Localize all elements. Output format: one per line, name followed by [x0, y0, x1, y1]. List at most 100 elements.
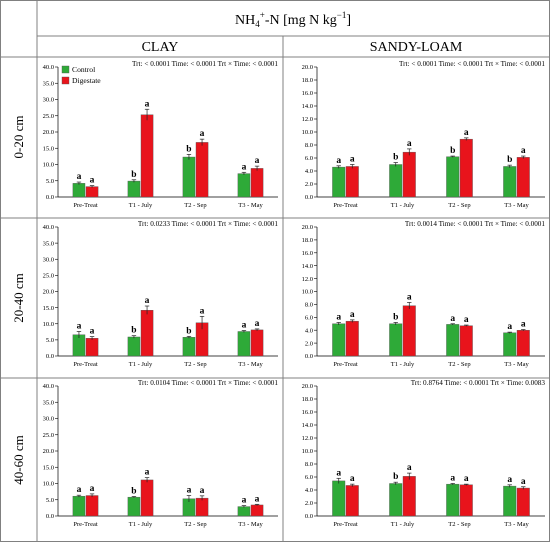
y-tick-label: 14.0: [302, 422, 313, 429]
significance-letter: a: [242, 496, 247, 506]
category-label: T2 - Sep: [184, 202, 206, 209]
significance-letter: b: [393, 312, 398, 322]
significance-letter: a: [90, 176, 95, 186]
y-tick-label: 35.0: [43, 399, 54, 406]
significance-letter: a: [255, 319, 260, 329]
chart-panel-sandy-40-60: 0.0 2.0 4.0 6.0 8.0 10.0 12.0 14.0 16.0 18.0 20.0 T…: [302, 379, 546, 528]
significance-letter: a: [145, 468, 150, 478]
bar-digestate: [459, 325, 473, 357]
category-label: Pre-Treat: [73, 202, 98, 209]
bar-control: [389, 164, 403, 198]
y-tick-label: 30.0: [43, 416, 54, 423]
bar-digestate: [516, 487, 530, 517]
bar-control: [503, 485, 517, 517]
bar-control: [446, 156, 460, 198]
y-tick-label: 8.0: [305, 142, 313, 149]
y-tick-label: 15.0: [43, 305, 54, 312]
category-label: Pre-Treat: [73, 361, 98, 368]
legend-label-digestate: Digestate: [72, 76, 101, 85]
y-tick-label: 15.0: [43, 464, 54, 471]
y-tick-label: 12.0: [302, 116, 313, 123]
chart-panel-sandy-0-20: 0.0 2.0 4.0 6.0 8.0 10.0 12.0 14.0 16.0 18.0 20.0 T…: [302, 60, 546, 209]
bar-control: [72, 495, 86, 517]
y-tick-label: 6.0: [305, 315, 313, 322]
bar-control: [237, 506, 251, 517]
y-tick-label: 30.0: [43, 256, 54, 263]
y-tick-label: 20.0: [302, 383, 313, 390]
category-label: Pre-Treat: [333, 361, 358, 368]
y-tick-label: 18.0: [302, 396, 313, 403]
stats-text: Trt: < 0.0001 Time: < 0.0001 Trt × Time:…: [399, 60, 545, 68]
y-tick-label: 4.0: [305, 168, 313, 175]
category-label: T2 - Sep: [184, 361, 206, 368]
y-tick-label: 10.0: [43, 481, 54, 488]
y-tick-label: 4.0: [305, 487, 313, 494]
significance-letter: a: [200, 486, 205, 496]
y-tick-label: 5.0: [46, 497, 54, 504]
bar-digestate: [402, 151, 416, 198]
chart-panel-clay-20-40: 0.0 5.0 10.0 15.0 20.0 25.0 30.0 35.0 40.0 Trt: 0…: [43, 220, 279, 368]
y-tick-label: 10.0: [302, 448, 313, 455]
significance-letter: a: [521, 320, 526, 330]
y-tick-label: 20.0: [43, 129, 54, 136]
y-tick-label: 35.0: [43, 80, 54, 87]
bar-digestate: [250, 168, 264, 198]
significance-letter: a: [464, 474, 469, 484]
bar-control: [389, 483, 403, 517]
significance-letter: a: [407, 463, 412, 473]
bar-control: [389, 323, 403, 357]
y-tick-label: 2.0: [305, 340, 313, 347]
significance-letter: b: [186, 326, 191, 336]
stats-text: Trt: 0.0104 Time: < 0.0001 Trt × Time: <…: [138, 379, 279, 387]
bar-control: [237, 173, 251, 198]
bar-digestate: [402, 305, 416, 357]
bar-digestate: [459, 484, 473, 517]
significance-letter: a: [77, 321, 82, 331]
category-label: T1 - July: [391, 521, 415, 528]
bar-digestate: [516, 330, 530, 357]
significance-letter: b: [393, 472, 398, 482]
y-tick-label: 0.0: [305, 353, 313, 360]
bar-digestate: [140, 114, 154, 198]
significance-letter: a: [407, 139, 412, 149]
row-header-40-60: 40-60 cm: [11, 435, 26, 484]
y-tick-label: 30.0: [43, 97, 54, 104]
significance-letter: b: [131, 170, 136, 180]
significance-letter: a: [90, 484, 95, 494]
y-tick-label: 6.0: [305, 474, 313, 481]
y-tick-label: 10.0: [302, 289, 313, 296]
bar-digestate: [516, 157, 530, 198]
significance-letter: a: [145, 296, 150, 306]
significance-letter: a: [242, 321, 247, 331]
stats-text: Trt: 0.0233 Time: < 0.0001 Trt × Time: <…: [138, 220, 279, 228]
stats-text: Trt: 0.8764 Time: < 0.0001 Trt × Time: 0…: [411, 379, 546, 387]
category-label: T1 - July: [391, 202, 415, 209]
y-tick-label: 18.0: [302, 77, 313, 84]
y-tick-label: 25.0: [43, 432, 54, 439]
significance-letter: b: [186, 144, 191, 154]
y-tick-label: 8.0: [305, 461, 313, 468]
bar-control: [182, 337, 196, 357]
significance-letter: a: [200, 129, 205, 139]
bar-digestate: [85, 495, 99, 517]
category-label: T3 - May: [238, 521, 263, 528]
legend-swatch-control: [61, 65, 70, 74]
bar-control: [446, 324, 460, 357]
bar-digestate: [250, 329, 264, 357]
significance-letter: b: [450, 146, 455, 156]
bar-digestate: [250, 504, 264, 517]
category-label: T3 - May: [504, 521, 529, 528]
significance-letter: a: [350, 310, 355, 320]
legend-swatch-digestate: [61, 76, 70, 85]
significance-letter: a: [90, 327, 95, 337]
bar-control: [127, 180, 141, 198]
y-tick-label: 20.0: [302, 224, 313, 231]
y-tick-label: 5.0: [46, 337, 54, 344]
significance-letter: b: [507, 155, 512, 165]
row-header-0-20: 0-20 cm: [11, 116, 26, 159]
y-tick-label: 0.0: [305, 513, 313, 520]
significance-letter: a: [350, 474, 355, 484]
bar-digestate: [345, 166, 359, 198]
significance-letter: a: [145, 99, 150, 109]
